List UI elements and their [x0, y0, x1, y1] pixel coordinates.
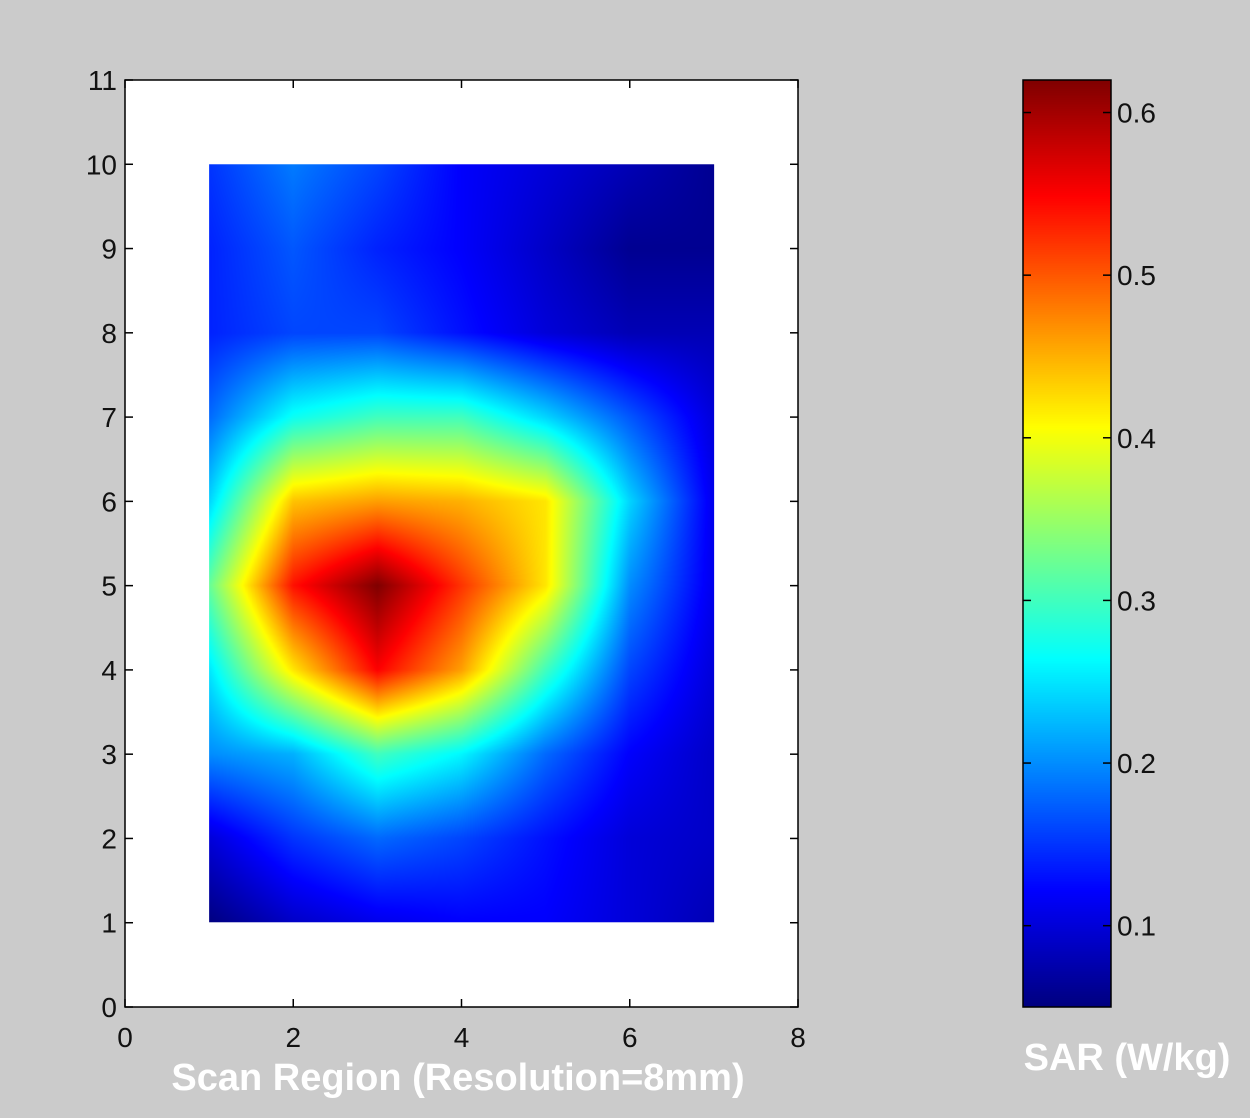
x-axis-label: Scan Region (Resolution=8mm)	[171, 1057, 744, 1099]
colorbar: 0.1 0.2 0.3 0.4 0.5 0.6	[1023, 80, 1156, 1007]
y-tick-label: 3	[101, 739, 117, 770]
colorbar-tick-label: 0.3	[1117, 585, 1156, 616]
y-tick-label: 9	[101, 234, 117, 265]
sar-heatmap	[209, 164, 714, 922]
y-tick-label: 8	[101, 318, 117, 349]
y-tick-label: 4	[101, 655, 117, 686]
colorbar-tick-label: 0.4	[1117, 423, 1156, 454]
colorbar-tick-label: 0.1	[1117, 911, 1156, 942]
colorbar-tick-label: 0.2	[1117, 748, 1156, 779]
colorbar-label: SAR (W/kg)	[1024, 1037, 1231, 1079]
y-tick-label: 11	[88, 65, 117, 96]
x-tick-label: 0	[117, 1022, 133, 1053]
y-tick-label: 10	[86, 149, 117, 180]
colorbar-tick-label: 0.5	[1117, 260, 1156, 291]
x-tick-label: 4	[454, 1022, 470, 1053]
x-tick-label: 8	[790, 1022, 806, 1053]
y-tick-label: 2	[101, 823, 117, 854]
y-tick-label: 7	[101, 402, 117, 433]
y-tick-label: 1	[101, 908, 117, 939]
y-tick-label: 6	[101, 486, 117, 517]
x-tick-label: 6	[622, 1022, 638, 1053]
colorbar-tick-label: 0.6	[1117, 98, 1156, 129]
y-tick-label: 0	[101, 992, 117, 1023]
heatmap-axes: 0 2 4 6 8 0 1 2 3 4 5 6 7 8 9 10 11	[86, 65, 806, 1053]
y-tick-label: 5	[101, 571, 117, 602]
colorbar-gradient	[1023, 80, 1111, 1007]
x-tick-label: 2	[285, 1022, 301, 1053]
